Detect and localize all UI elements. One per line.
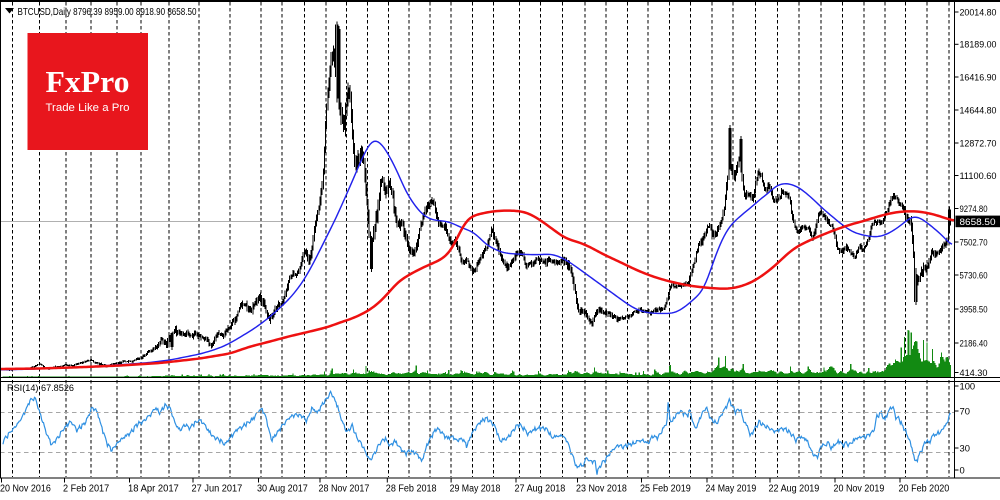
svg-text:24 May 2019: 24 May 2019	[706, 484, 757, 495]
svg-text:7502.70: 7502.70	[960, 236, 988, 247]
svg-text:23 Nov 2018: 23 Nov 2018	[576, 484, 627, 495]
svg-text:8658.50: 8658.50	[960, 217, 996, 228]
svg-text:70: 70	[960, 405, 970, 416]
svg-text:20014.80: 20014.80	[960, 6, 997, 17]
svg-text:20 Nov 2016: 20 Nov 2016	[0, 484, 51, 495]
svg-text:25 Feb 2019: 25 Feb 2019	[640, 484, 691, 495]
svg-text:414.30: 414.30	[960, 367, 988, 378]
svg-text:16416.90: 16416.90	[960, 71, 997, 82]
svg-text:2186.40: 2186.40	[960, 337, 988, 348]
svg-text:0: 0	[960, 464, 965, 475]
svg-text:12872.70: 12872.70	[960, 137, 997, 148]
svg-text:BTCUSD,Daily 8796.39 8959.00: BTCUSD,Daily 8796.39 8959.00 8918.90 865…	[18, 6, 197, 18]
svg-text:14644.80: 14644.80	[960, 104, 997, 115]
svg-text:18189.00: 18189.00	[960, 39, 997, 50]
svg-text:27 Jun 2017: 27 Jun 2017	[192, 484, 243, 495]
svg-text:RSI(14) 67.8526: RSI(14) 67.8526	[7, 383, 74, 394]
svg-text:9274.80: 9274.80	[960, 203, 988, 214]
svg-text:5730.60: 5730.60	[960, 269, 988, 280]
svg-text:20 Nov 2019: 20 Nov 2019	[834, 484, 885, 495]
svg-text:Trade Like a Pro: Trade Like a Pro	[46, 102, 130, 114]
svg-text:30: 30	[960, 442, 970, 453]
svg-text:29 May 2018: 29 May 2018	[450, 484, 501, 495]
svg-text:27 Aug 2018: 27 Aug 2018	[515, 484, 566, 495]
svg-text:3958.50: 3958.50	[960, 303, 988, 314]
svg-text:28 Feb 2018: 28 Feb 2018	[386, 484, 437, 495]
svg-text:FxPro: FxPro	[46, 65, 130, 99]
svg-text:11100.60: 11100.60	[960, 170, 997, 181]
svg-text:28 Nov 2017: 28 Nov 2017	[319, 484, 370, 495]
svg-text:30 Aug 2017: 30 Aug 2017	[257, 484, 308, 495]
svg-text:2 Feb 2017: 2 Feb 2017	[63, 484, 109, 495]
svg-text:22 Aug 2019: 22 Aug 2019	[769, 484, 820, 495]
svg-text:100: 100	[960, 380, 976, 391]
svg-text:18 Apr 2017: 18 Apr 2017	[128, 484, 179, 495]
svg-text:20 Feb 2020: 20 Feb 2020	[899, 484, 950, 495]
